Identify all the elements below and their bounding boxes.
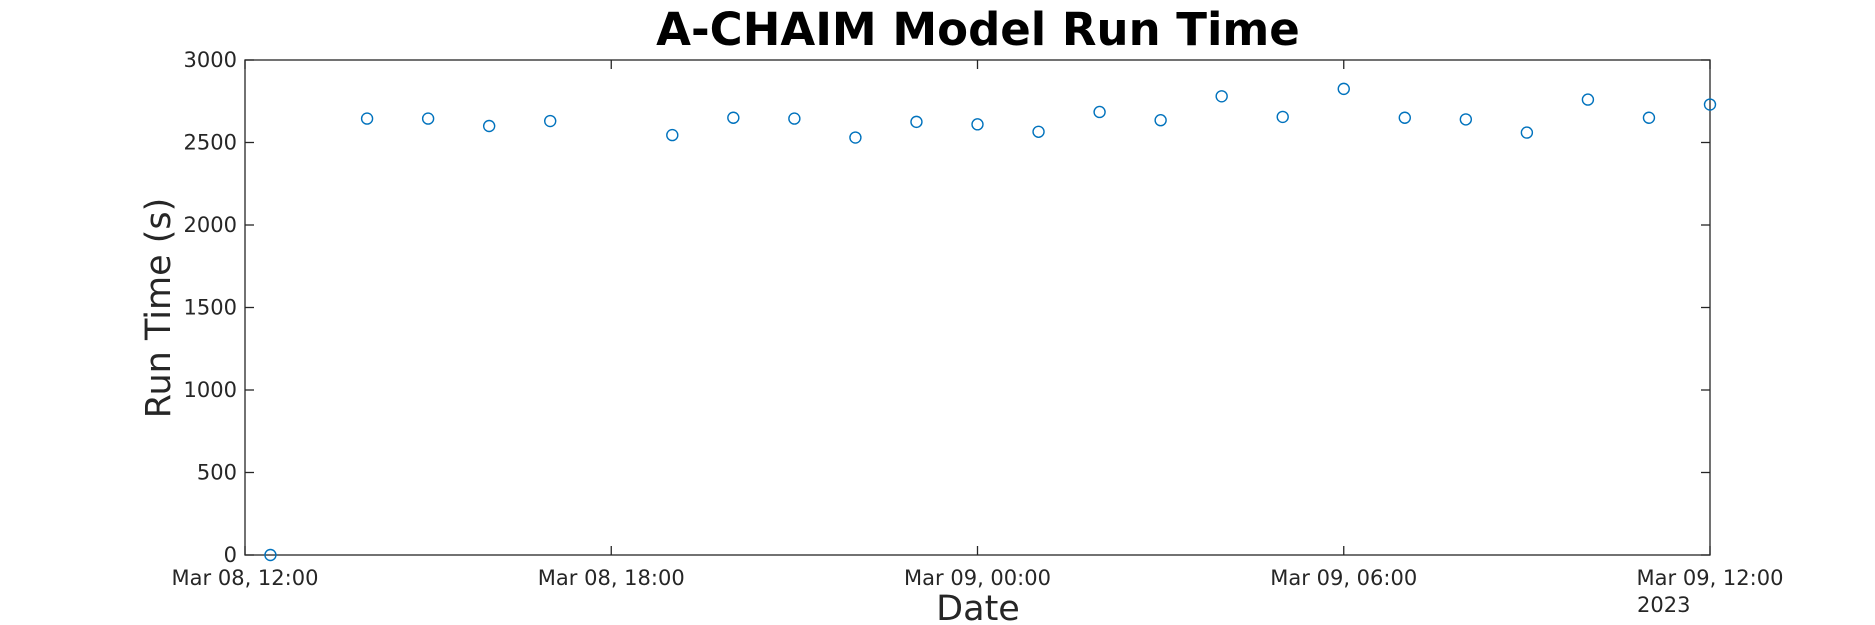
x-tick-label: Mar 09, 06:00 bbox=[1270, 566, 1417, 590]
data-point bbox=[482, 119, 496, 133]
y-tick-label: 3000 bbox=[184, 48, 237, 72]
y-tick-label: 1500 bbox=[184, 296, 237, 320]
x-axis-label: Date bbox=[936, 589, 1020, 625]
data-point bbox=[1032, 125, 1045, 138]
y-axis: 0 500 1000 1500 2000 2500 3000 bbox=[184, 48, 1710, 567]
data-point bbox=[727, 111, 740, 124]
y-axis-label: Run Time (s) bbox=[139, 198, 179, 419]
data-point bbox=[1154, 114, 1167, 127]
data-point bbox=[421, 112, 435, 125]
data-point bbox=[544, 114, 557, 128]
data-point bbox=[1642, 111, 1656, 124]
data-point bbox=[264, 548, 277, 562]
data-point bbox=[1398, 111, 1411, 124]
data-point bbox=[971, 118, 984, 131]
data-point bbox=[1276, 110, 1289, 124]
data-point bbox=[1703, 98, 1717, 111]
x-tick-label: Mar 09, 12:00 bbox=[1637, 566, 1784, 590]
data-point bbox=[910, 115, 923, 129]
data-point bbox=[1520, 126, 1534, 139]
x-tick-label: Mar 08, 12:00 bbox=[172, 566, 319, 590]
y-tick-label: 1000 bbox=[184, 378, 237, 402]
x-tick-label: Mar 08, 18:00 bbox=[538, 566, 685, 590]
y-tick-label: 2000 bbox=[184, 213, 237, 237]
x-tick-label: Mar 09, 00:00 bbox=[904, 566, 1051, 590]
chart-title: A-CHAIM Model Run Time bbox=[656, 3, 1300, 56]
data-point bbox=[1337, 82, 1350, 96]
data-point bbox=[1581, 93, 1595, 106]
data-point bbox=[1459, 113, 1473, 126]
x-axis-year-label: 2023 bbox=[1637, 593, 1690, 617]
x-axis: Mar 08, 12:00 Mar 08, 18:00 Mar 09, 00:00 M… bbox=[172, 60, 1784, 590]
data-point bbox=[1215, 90, 1228, 103]
y-tick-label: 0 bbox=[224, 543, 237, 567]
data-point bbox=[1093, 105, 1106, 119]
plot-frame bbox=[244, 59, 1711, 556]
data-point bbox=[788, 112, 801, 125]
y-tick-label: 2500 bbox=[184, 131, 237, 155]
data-point bbox=[360, 112, 374, 125]
data-point bbox=[666, 128, 679, 142]
y-tick-label: 500 bbox=[197, 461, 237, 485]
data-point bbox=[849, 131, 862, 144]
data-points bbox=[264, 82, 1717, 562]
